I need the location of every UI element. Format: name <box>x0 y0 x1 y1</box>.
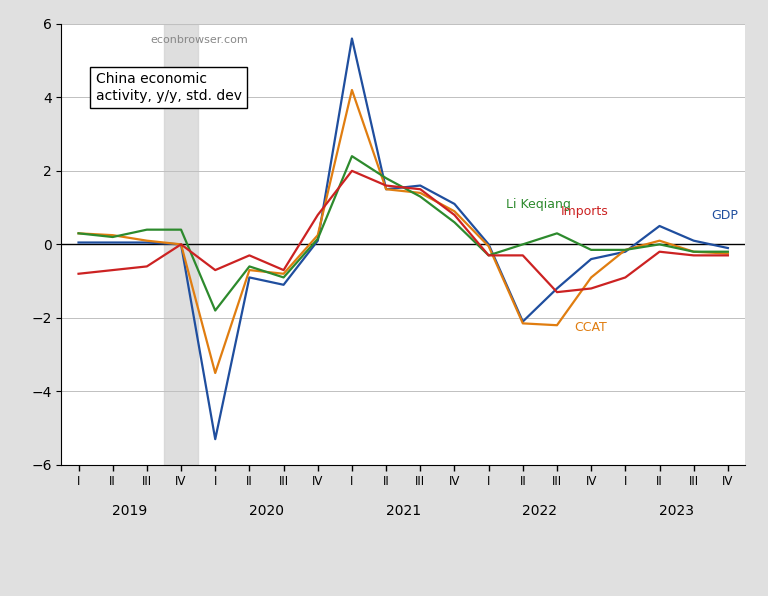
Text: 2020: 2020 <box>249 504 284 518</box>
Text: CCAT: CCAT <box>574 321 607 334</box>
Text: Li Keqiang: Li Keqiang <box>506 198 571 212</box>
Text: econbrowser.com: econbrowser.com <box>151 35 248 45</box>
Text: China economic
activity, y/y, std. dev: China economic activity, y/y, std. dev <box>95 72 242 103</box>
Text: GDP: GDP <box>711 209 737 222</box>
Text: Imports: Imports <box>561 205 608 218</box>
Text: 2021: 2021 <box>386 504 421 518</box>
Text: 2019: 2019 <box>112 504 147 518</box>
Bar <box>164 24 198 465</box>
Text: 2023: 2023 <box>659 504 694 518</box>
Text: 2022: 2022 <box>522 504 558 518</box>
